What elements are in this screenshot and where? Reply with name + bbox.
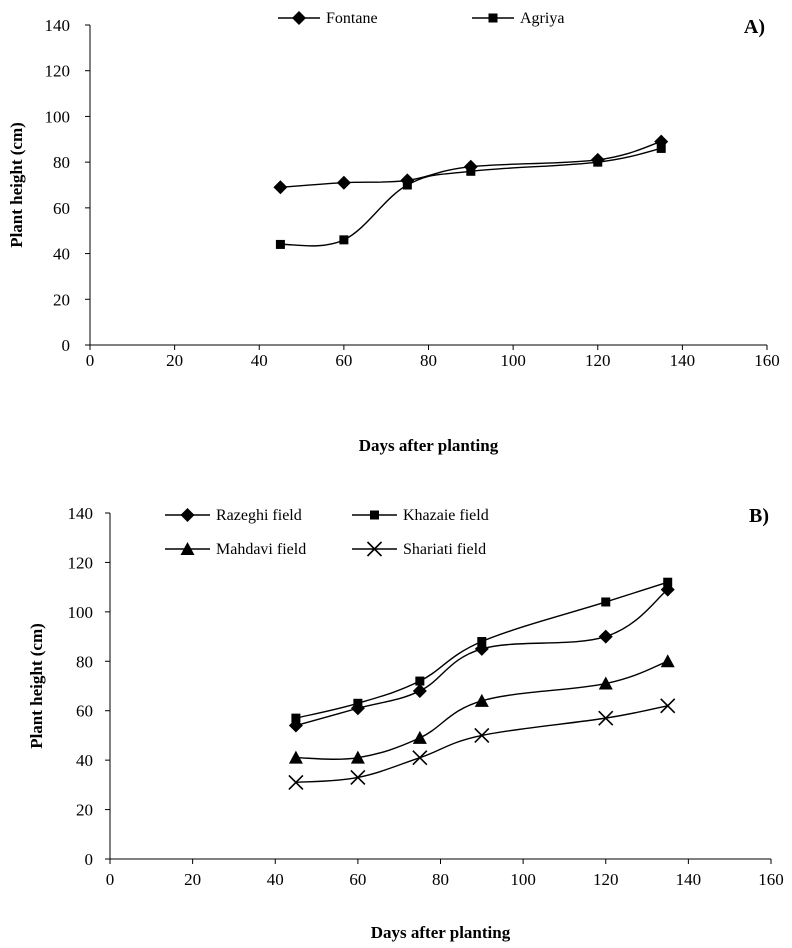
x-tick-label: 20 [184,870,201,889]
y-tick-label: 100 [68,603,94,622]
x-tick-label: 0 [86,351,95,370]
panel-label: A) [744,16,765,38]
data-point [412,683,427,698]
legend-marker [370,510,379,520]
x-axis-title: Days after planting [371,923,511,942]
y-tick-label: 120 [45,62,71,81]
data-point [598,629,613,644]
y-tick-label: 40 [53,245,70,264]
data-point [291,713,301,723]
x-tick-label: 60 [349,870,366,889]
data-point [663,577,673,587]
data-point [474,727,490,743]
x-tick-label: 40 [267,870,284,889]
y-axis-title: Plant height (cm) [27,623,46,749]
legend-label: Mahdavi field [216,541,306,558]
legend-label: Khazaie field [403,507,489,524]
y-tick-label: 20 [76,801,93,820]
series-shariati-field [288,698,676,790]
panel-a-chart: 0 20 40 60 80 100 120 140 0 20 40 60 80 100 120 140 160 D… [7,10,780,455]
x-tick-label: 160 [758,870,784,889]
y-tick-label: 100 [45,107,71,126]
x-tick-label: 140 [670,351,696,370]
y-tick-label: 60 [76,702,93,721]
data-point [275,239,285,249]
legend-label: Agriya [520,10,564,27]
series-khazaie-field [291,577,673,723]
x-tick-label: 40 [251,351,268,370]
data-point [288,750,303,764]
x-tick-label: 80 [420,351,437,370]
x-tick-label: 100 [500,351,526,370]
data-point [412,750,428,766]
data-point [598,710,614,726]
data-point [477,637,487,647]
x-tick-label: 60 [335,351,352,370]
y-tick-label: 120 [68,553,94,572]
legend-marker [292,11,306,25]
data-point [660,698,676,714]
legend-label: Shariati field [403,541,486,558]
data-point [601,597,611,607]
legend-entry: Mahdavi field [165,541,306,558]
panel-label: B) [749,505,769,527]
series-fontane [273,134,669,195]
y-tick-label: 140 [68,504,94,523]
y-tick-label: 140 [45,16,71,35]
data-point [474,693,489,707]
legend-entry: Fontane [278,10,378,27]
legend-marker [180,508,195,522]
data-point [660,654,675,668]
legend-label: Razeghi field [216,507,302,524]
y-tick-label: 0 [62,336,71,355]
legend-marker [488,13,498,23]
y-tick-label: 0 [85,850,94,869]
data-point [402,180,412,190]
data-point [288,774,304,790]
data-point [273,180,288,195]
legend-entry: Shariati field [352,541,486,558]
data-point [415,676,425,686]
x-tick-label: 80 [432,870,449,889]
data-point [350,769,366,786]
y-tick-label: 80 [53,153,70,172]
data-point [593,157,603,167]
legend-entry: Khazaie field [352,507,489,524]
y-tick-label: 40 [76,751,93,770]
x-tick-label: 160 [754,351,780,370]
x-tick-label: 140 [676,870,702,889]
legend-entry: Agriya [472,10,564,27]
data-point [412,730,427,744]
data-point [336,175,351,190]
series-razeghi-field [288,582,675,733]
series-agriya [275,143,666,249]
y-tick-label: 20 [53,290,70,309]
data-point [350,750,365,764]
x-axis-title: Days after planting [359,436,499,455]
series-mahdavi-field [288,654,675,764]
y-tick-label: 60 [53,199,70,218]
data-point [598,676,613,690]
legend-label: Fontane [326,10,378,27]
data-point [656,143,666,153]
legend-marker [366,541,383,557]
panel-b-chart: 0 20 40 60 80 100 120 140 0 20 40 60 80 100 120 140 160 D… [27,504,784,942]
data-point [466,166,476,176]
legend-entry: Razeghi field [165,507,302,524]
legend-marker [180,542,195,555]
x-tick-label: 120 [593,870,619,889]
x-tick-label: 20 [166,351,183,370]
data-point [353,698,363,708]
y-tick-label: 80 [76,652,93,671]
y-axis-title: Plant height (cm) [7,122,26,248]
x-tick-label: 100 [510,870,536,889]
x-tick-label: 120 [585,351,611,370]
x-tick-label: 0 [106,870,115,889]
data-point [339,235,349,245]
